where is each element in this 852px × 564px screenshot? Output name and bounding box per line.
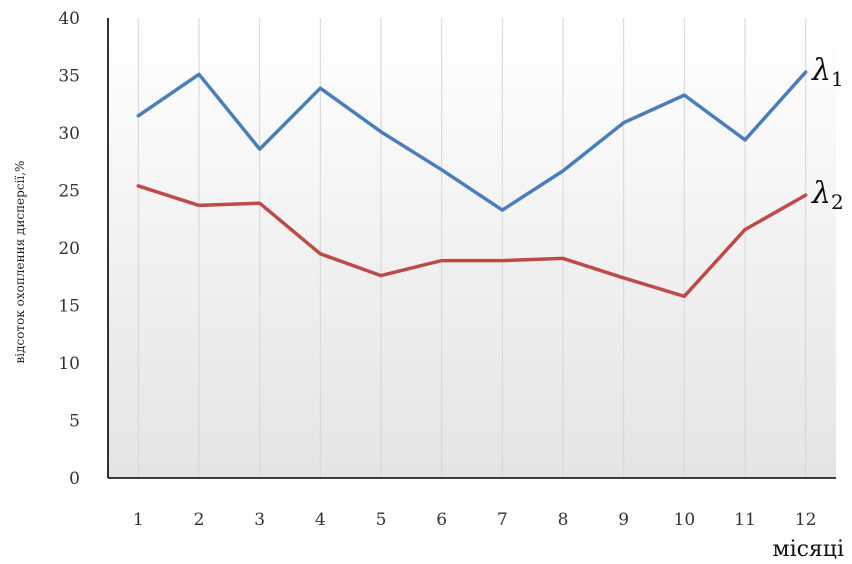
y-tick-label: 15 bbox=[58, 297, 80, 317]
x-tick-label: 10 bbox=[674, 510, 696, 530]
x-tick-label: 5 bbox=[376, 510, 387, 530]
y-tick-label: 10 bbox=[58, 354, 80, 374]
x-tick-label: 3 bbox=[254, 510, 265, 530]
plot-area bbox=[108, 18, 836, 478]
x-tick-label: 1 bbox=[133, 510, 144, 530]
series-line-1 bbox=[136, 70, 808, 212]
x-axis-label: місяці bbox=[772, 537, 844, 562]
x-tick-label: 7 bbox=[497, 510, 508, 530]
y-axis-label: відсоток охоплення дисперсії,% bbox=[13, 161, 27, 364]
y-tick-label: 5 bbox=[69, 412, 80, 432]
y-tick-label: 0 bbox=[69, 469, 80, 489]
series-line-2 bbox=[136, 184, 808, 299]
y-tick-label: 25 bbox=[58, 182, 80, 202]
y-tick-label: 30 bbox=[58, 124, 80, 144]
series-label-2: λ2 bbox=[811, 176, 844, 214]
x-tick-label: 9 bbox=[618, 510, 629, 530]
series-label-1: λ1 bbox=[811, 53, 844, 91]
y-tick-label: 20 bbox=[58, 239, 80, 259]
y-tick-label: 35 bbox=[58, 67, 80, 87]
x-tick-label: 11 bbox=[734, 510, 756, 530]
x-tick-label: 12 bbox=[795, 510, 817, 530]
x-tick-label: 4 bbox=[315, 510, 326, 530]
x-tick-label: 2 bbox=[194, 510, 205, 530]
x-tick-label: 6 bbox=[436, 510, 447, 530]
y-tick-label: 40 bbox=[58, 9, 80, 29]
x-tick-label: 8 bbox=[558, 510, 569, 530]
